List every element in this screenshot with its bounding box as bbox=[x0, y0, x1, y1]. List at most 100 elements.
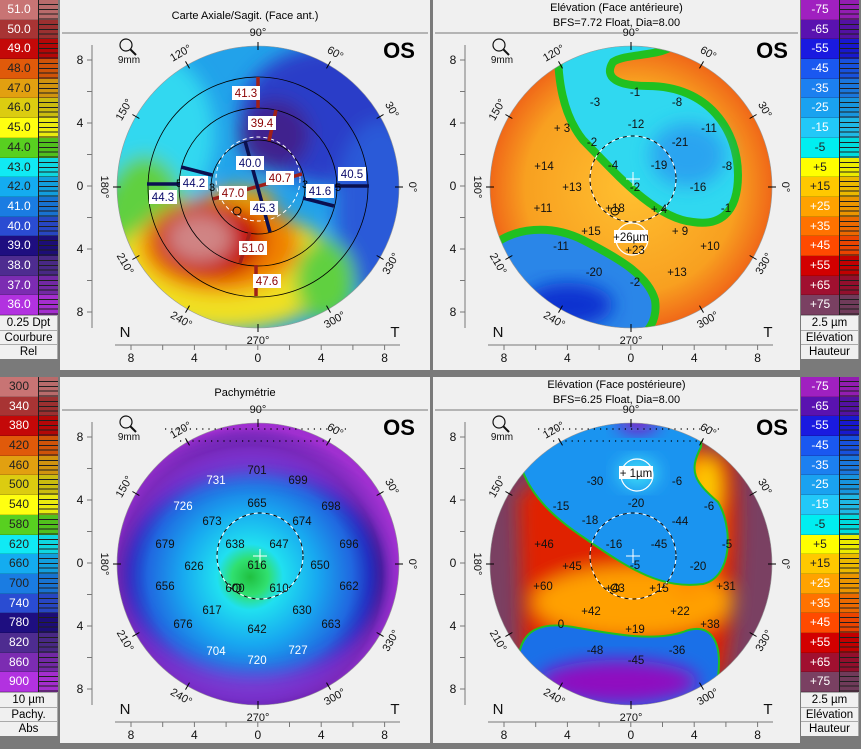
scale-ticks bbox=[839, 377, 859, 397]
map-value: 679 bbox=[155, 539, 174, 551]
scale-footer-2[interactable]: Hauteur bbox=[801, 344, 859, 359]
scale-swatch-label: 44.0 bbox=[0, 137, 38, 158]
map-value: -45 bbox=[651, 539, 668, 551]
vertical-axis-label: 4 bbox=[450, 493, 457, 507]
map-value: -18 bbox=[582, 515, 599, 527]
scale-row: 42.0 bbox=[0, 177, 58, 197]
vertical-axis-label: 8 bbox=[450, 682, 457, 696]
panel-title: Carte Axiale/Sagit. (Face ant.) bbox=[171, 10, 319, 22]
scale-footer-0: 2.5 µm bbox=[801, 692, 859, 707]
nasal-label: N bbox=[120, 324, 131, 341]
map-canvas[interactable]: 90° 60° 30° 0° 330° 300° 270° 240° 210° 180° 150° 1… bbox=[60, 0, 430, 370]
map-canvas[interactable]: 90° 60° 30° 0° 330° 300° 270° 240° 210° 180° 150° 1… bbox=[433, 0, 800, 370]
map-value: + 9 bbox=[672, 226, 688, 238]
scale-footer-1[interactable]: Elévation bbox=[801, 329, 859, 344]
magnifier-zoom-icon[interactable] bbox=[492, 415, 510, 433]
scale-footer-0: 0.25 Dpt bbox=[0, 315, 58, 330]
map-value: -2 bbox=[630, 277, 640, 289]
magnifier-zoom-icon[interactable] bbox=[119, 415, 137, 433]
scale-swatch-label: 420 bbox=[0, 436, 38, 456]
vertical-axis-label: 4 bbox=[77, 493, 84, 507]
scale-ticks bbox=[839, 416, 859, 437]
pupil-outline-dash bbox=[589, 135, 677, 223]
map-canvas[interactable]: 90° 60° 30° 0° 330° 300° 270° 240° 210° 180° 150° 1… bbox=[433, 377, 800, 743]
scale-row: +65 bbox=[801, 652, 859, 673]
rim-tick bbox=[376, 632, 384, 637]
scale-row: 47.0 bbox=[0, 78, 58, 99]
temporal-label: T bbox=[763, 701, 772, 718]
vertical-axis-label: 0 bbox=[77, 179, 84, 193]
scale-footer-1[interactable]: Elévation bbox=[801, 706, 859, 721]
scale-swatch-label: +35 bbox=[801, 216, 839, 237]
vertical-axis-label: 8 bbox=[450, 430, 457, 444]
map-value: -5 bbox=[630, 560, 640, 572]
vertical-axis-label: 4 bbox=[450, 116, 457, 130]
scale-footer-1[interactable]: Courbure bbox=[0, 329, 58, 344]
scale-ticks bbox=[839, 534, 859, 555]
scale-row: 40.0 bbox=[0, 216, 58, 237]
scale-swatch-label: 340 bbox=[0, 396, 38, 417]
scale-footer-2[interactable]: Rel bbox=[0, 344, 58, 359]
angle-label: 120° bbox=[541, 43, 567, 65]
magnifier-zoom-icon[interactable] bbox=[492, 38, 510, 56]
map-value: 616 bbox=[247, 560, 266, 572]
scale-footer-2[interactable]: Hauteur bbox=[801, 721, 859, 736]
scale-ticks bbox=[38, 436, 58, 456]
rim-tick bbox=[132, 255, 140, 260]
kvalue-background bbox=[236, 156, 264, 170]
horizontal-axis-label: 8 bbox=[128, 728, 135, 742]
map-value: -20 bbox=[586, 267, 603, 279]
map-value: -5 bbox=[722, 539, 732, 551]
scale-swatch-label: +45 bbox=[801, 236, 839, 256]
map-value: +45 bbox=[562, 561, 582, 573]
angle-label: 0° bbox=[779, 182, 791, 193]
scale-swatch-label: -55 bbox=[801, 416, 839, 437]
nasal-label: N bbox=[493, 324, 504, 341]
scale-row: +45 bbox=[801, 613, 859, 633]
scale-row: +35 bbox=[801, 216, 859, 237]
angle-label: 240° bbox=[541, 686, 567, 708]
zone-ring bbox=[210, 139, 306, 235]
rim-tick bbox=[749, 114, 757, 119]
map-value: +18 bbox=[605, 203, 625, 215]
color-scale-elevation-ant: -75 -65 -55 -45 -35 -25 -15 -5 +5 +15 bbox=[801, 0, 859, 359]
scale-row: +45 bbox=[801, 236, 859, 256]
ring-label: 3 bbox=[209, 182, 215, 194]
scale-row: 41.0 bbox=[0, 196, 58, 217]
map-value: -1 bbox=[630, 87, 640, 99]
scale-row: +75 bbox=[801, 672, 859, 692]
panel-elev-post: Elévation (Face postérieure) BFS=6.25 Flo… bbox=[433, 377, 800, 743]
scale-footer-0: 10 µm bbox=[0, 692, 58, 707]
rim-tick bbox=[326, 682, 331, 690]
scale-row: -15 bbox=[801, 495, 859, 515]
map-value: +23 bbox=[625, 245, 645, 257]
kvalue-background bbox=[219, 186, 247, 200]
scale-footer-2[interactable]: Abs bbox=[0, 721, 58, 736]
map-value: -44 bbox=[672, 516, 689, 528]
map-value: +38 bbox=[700, 619, 720, 631]
map-value: 720 bbox=[247, 655, 266, 667]
scale-footer-1[interactable]: Pachy. bbox=[0, 706, 58, 721]
map-value: + 3 bbox=[554, 123, 570, 135]
map-value: -4 bbox=[608, 160, 619, 172]
scale-ticks bbox=[38, 39, 58, 60]
flat-meridian bbox=[302, 196, 335, 208]
pupil-outline bbox=[215, 136, 301, 222]
magnifier-zoom-icon[interactable] bbox=[119, 38, 137, 56]
scale-row: +5 bbox=[801, 157, 859, 178]
horizontal-axis-label: 0 bbox=[254, 728, 261, 742]
angle-label: 300° bbox=[695, 686, 721, 708]
rim-tick bbox=[699, 682, 704, 690]
scale-swatch-label: +15 bbox=[801, 554, 839, 574]
nasal-label: N bbox=[493, 701, 504, 718]
map-value: +15 bbox=[581, 226, 601, 238]
scale-ticks bbox=[38, 157, 58, 178]
scale-row: 420 bbox=[0, 436, 58, 456]
map-value: 676 bbox=[173, 619, 192, 631]
angle-label: 180° bbox=[471, 553, 483, 576]
scale-row: -55 bbox=[801, 416, 859, 437]
angle-label: 30° bbox=[382, 100, 401, 120]
angle-label: 300° bbox=[695, 309, 721, 331]
map-canvas[interactable]: 90° 60° 30° 0° 330° 300° 270° 240° 210° 180° 150° 1… bbox=[60, 377, 430, 743]
scale-ticks bbox=[839, 475, 859, 496]
